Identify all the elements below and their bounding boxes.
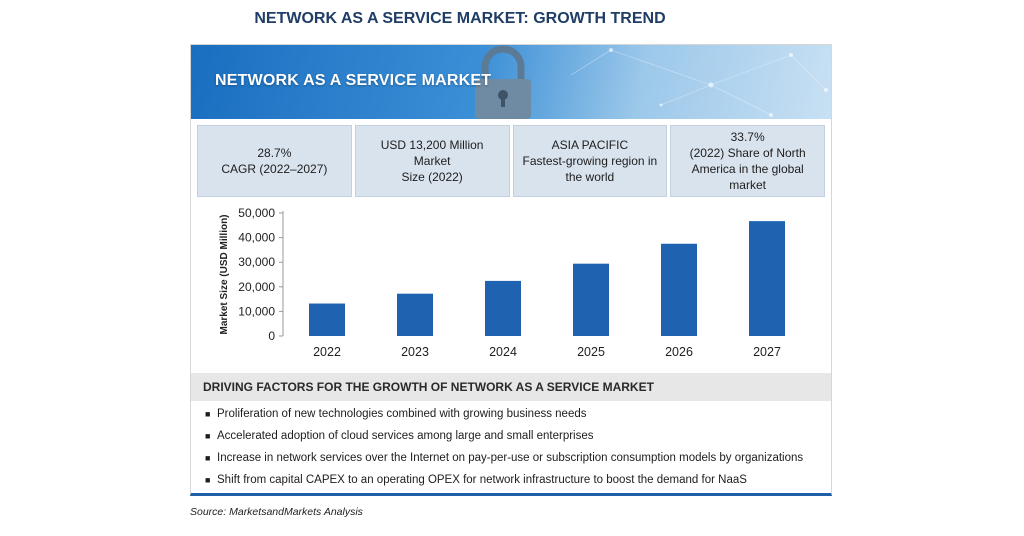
driver-text: Increase in network services over the In… <box>217 452 804 464</box>
stat-label: Size (2022) <box>401 170 463 184</box>
infographic-card: NETWORK AS A SERVICE MARKET 28.7% CAGR (… <box>190 44 832 496</box>
list-item: ■ Increase in network services over the I… <box>205 447 825 469</box>
list-item: ■ Accelerated adoption of cloud services … <box>205 425 825 447</box>
padlock-icon <box>475 45 531 119</box>
stat-value: ASIA PACIFIC <box>551 138 629 152</box>
bar-2026 <box>661 243 697 336</box>
list-item: ■ Shift from capital CAPEX to an operatin… <box>205 469 825 491</box>
bar-2025 <box>573 263 609 336</box>
banner: NETWORK AS A SERVICE MARKET <box>191 45 831 119</box>
bullet-icon: ■ <box>205 409 211 419</box>
stat-label: Fastest-growing region in the world <box>522 154 658 184</box>
stat-region: ASIA PACIFIC Fastest-growing region in t… <box>512 125 668 197</box>
bullet-icon: ■ <box>205 431 211 441</box>
bullet-icon: ■ <box>205 475 211 485</box>
bar-2023 <box>397 293 433 336</box>
stat-cagr: 28.7% CAGR (2022–2027) <box>197 125 352 197</box>
stats-row: 28.7% CAGR (2022–2027) USD 13,200 Millio… <box>197 125 825 197</box>
stat-label: (2022) Share of North America in the glo… <box>689 146 806 192</box>
source-note: Source: MarketsandMarkets Analysis <box>190 506 363 518</box>
y-tick-label: 30,000 <box>238 255 275 269</box>
banner-title: NETWORK AS A SERVICE MARKET <box>215 72 492 89</box>
drivers-header: DRIVING FACTORS FOR THE GROWTH OF NETWOR… <box>191 373 831 401</box>
x-tick-label: 2023 <box>401 345 429 359</box>
x-tick-label: 2022 <box>313 345 341 359</box>
y-tick-label: 0 <box>268 329 275 343</box>
stat-market-size: USD 13,200 Million Market Size (2022) <box>354 125 510 197</box>
list-item: ■ Proliferation of new technologies combi… <box>205 403 825 425</box>
x-tick-label: 2026 <box>665 345 693 359</box>
y-tick-label: 20,000 <box>238 280 275 294</box>
driver-text: Proliferation of new technologies combin… <box>217 408 587 420</box>
y-axis-title: Market Size (USD Million) <box>219 214 230 334</box>
driver-text: Shift from capital CAPEX to an operating… <box>217 474 747 486</box>
page-title: NETWORK AS A SERVICE MARKET: GROWTH TREN… <box>254 10 666 27</box>
network-lines-decoration <box>570 48 828 117</box>
y-tick-label: 50,000 <box>238 206 275 220</box>
stat-value: USD 13,200 Million Market <box>380 138 484 168</box>
bar-2024 <box>485 280 521 336</box>
bar-chart: Market Size (USD Million) 0 10,000 20,000 30… <box>219 206 785 359</box>
y-tick-label: 10,000 <box>238 304 275 318</box>
stat-value: 28.7% <box>257 146 292 160</box>
x-tick-label: 2025 <box>577 345 605 359</box>
stat-value: 33.7% <box>730 130 765 144</box>
drivers-list: ■ Proliferation of new technologies combi… <box>205 403 825 491</box>
stat-label: CAGR (2022–2027) <box>221 162 328 176</box>
driver-text: Accelerated adoption of cloud services a… <box>217 430 594 442</box>
y-tick-label: 40,000 <box>238 231 275 245</box>
bar-2027 <box>749 221 785 336</box>
bar-2022 <box>309 303 345 336</box>
drivers-title: DRIVING FACTORS FOR THE GROWTH OF NETWOR… <box>203 380 654 394</box>
bullet-icon: ■ <box>205 453 211 463</box>
x-tick-label: 2027 <box>753 345 781 359</box>
stat-share: 33.7% (2022) Share of North America in t… <box>670 125 825 197</box>
x-tick-label: 2024 <box>489 345 517 359</box>
